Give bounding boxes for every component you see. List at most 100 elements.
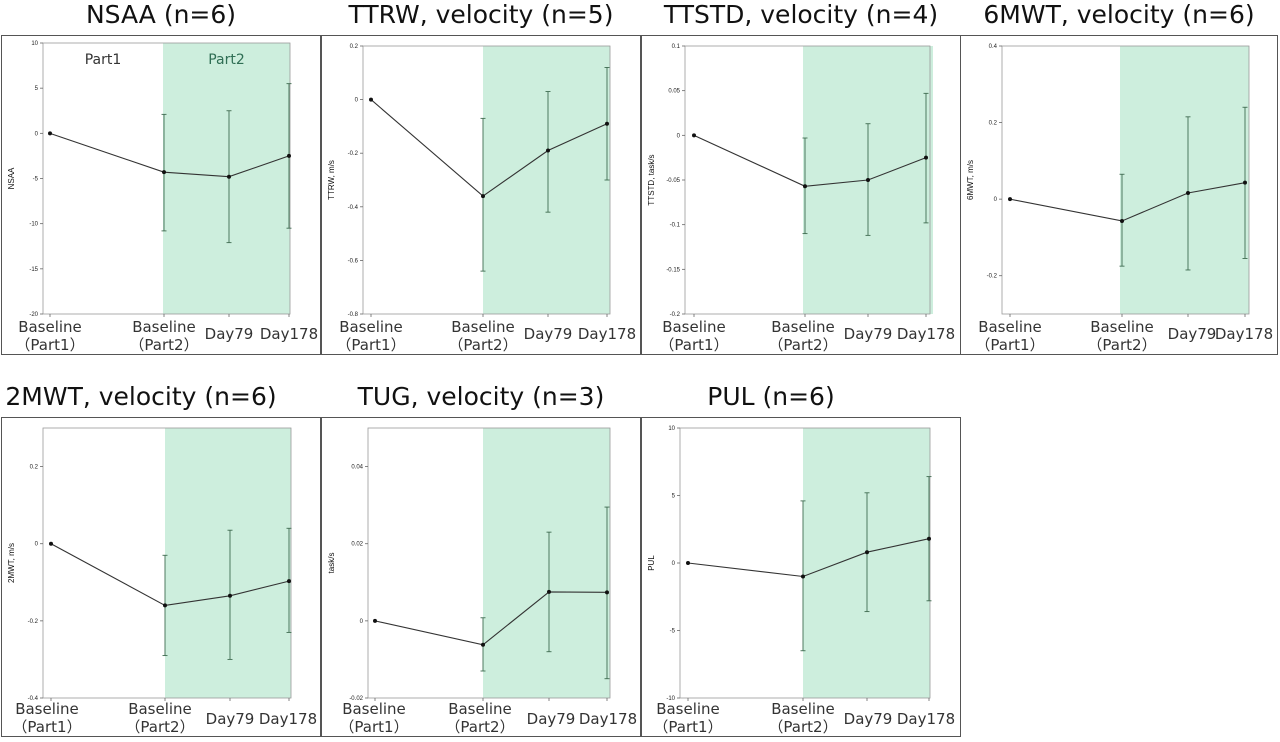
part2-shaded-region [163, 43, 290, 314]
y-tick-label: -10 [666, 696, 675, 702]
part2-label: Part2 [208, 52, 245, 68]
chart-title: PUL (n=6) [707, 382, 835, 411]
data-point [1120, 218, 1124, 223]
y-tick-label: 0 [677, 133, 681, 139]
y-tick-label: 0.2 [989, 121, 998, 127]
y-tick-label: -0.4 [28, 696, 39, 702]
chart-panel-2mwt: 2MWT, velocity (n=6) 0.2 0 -0.2 -0.4 2MWT, m… [0, 382, 322, 742]
series-line [49, 132, 290, 178]
plot-area-border [42, 427, 292, 699]
y-axis-label: 6MWT, m/s [966, 160, 975, 200]
chart-panel-ttrw: TTRW, velocity (n=5) 0.2 0 -0.2 -0.4 -0.6 -0.… [320, 0, 642, 356]
data-point [481, 642, 485, 647]
chart-svg: 0.1 0.05 0 -0.05 -0.1 -0.15 -0.2 TTSTD, task/s [647, 44, 933, 318]
x-tick-label: Baseline （Part2） [125, 700, 195, 736]
series-line [1009, 182, 1246, 222]
y-axis-label: TTSTD, task/s [647, 154, 656, 205]
y-tick-label: 0 [360, 619, 364, 625]
y-tick-label: 0.04 [351, 465, 363, 471]
x-tick-label: Baseline （Part1） [975, 318, 1045, 354]
x-tick-label: Day79 [205, 710, 255, 728]
data-point [605, 590, 609, 595]
data-point [605, 121, 609, 126]
x-tick-label: Day79 [526, 710, 576, 728]
x-tick-label: Day79 [843, 325, 893, 343]
x-tick-label: Day178 [258, 710, 318, 728]
x-tick-label: Day178 [1214, 325, 1274, 343]
chart-title: TTRW, velocity (n=5) [348, 0, 614, 29]
y-tick-label: -0.2 [28, 619, 39, 625]
plot-area-border [1001, 45, 1250, 315]
data-point [48, 131, 52, 136]
y-tick-label: 10 [668, 426, 675, 432]
data-point [801, 574, 805, 579]
y-axis-label: task/s [327, 553, 336, 574]
part2-shaded-region [483, 428, 610, 698]
x-tick-label: Baseline （Part1） [339, 700, 409, 736]
y-tick-label: 0.4 [989, 44, 998, 50]
data-point [162, 170, 166, 175]
x-tick-label: Day79 [843, 710, 893, 728]
x-tick-label: Baseline （Part2） [129, 318, 199, 354]
x-tick-label: Baseline （Part1） [653, 700, 723, 736]
y-tick-label: 0 [672, 561, 676, 567]
data-point [163, 603, 167, 608]
chart-title: 6MWT, velocity (n=6) [983, 0, 1255, 29]
data-point [866, 178, 870, 182]
data-point [287, 579, 291, 584]
chart-svg: 0.4 0.2 0 -0.2 6MWT, m/s [966, 44, 1250, 317]
y-axis-label: PUL [647, 555, 656, 571]
y-tick-label: -15 [29, 267, 38, 273]
x-tick-label: Baseline （Part2） [768, 318, 838, 354]
y-tick-label: -0.2 [987, 274, 998, 280]
data-point [686, 561, 690, 565]
y-tick-label: -0.1 [670, 223, 681, 229]
x-tick-label: Day178 [896, 710, 956, 728]
y-axis-label: 2MWT, m/s [7, 543, 16, 583]
y-tick-label: 0 [355, 98, 359, 104]
data-point [1186, 191, 1190, 196]
data-point [373, 618, 377, 623]
data-point [865, 550, 869, 555]
series-line [374, 591, 608, 646]
y-tick-label: -20 [29, 312, 38, 318]
x-tick-label: Day178 [577, 325, 637, 343]
y-tick-label: 0.1 [672, 44, 681, 50]
y-tick-label: -0.15 [666, 267, 680, 273]
chart-title: TUG, velocity (n=3) [357, 382, 605, 411]
data-point [692, 133, 696, 138]
x-tick-label: Day178 [259, 325, 319, 343]
chart-svg: 0.2 0 -0.2 -0.4 2MWT, m/s [7, 427, 292, 702]
y-tick-label: -0.02 [349, 696, 363, 702]
series-line [50, 543, 290, 606]
y-tick-label: -0.2 [670, 312, 681, 318]
y-tick-label: 0 [994, 197, 998, 203]
plot-area-border [367, 427, 611, 699]
data-point [49, 541, 53, 546]
data-point [1243, 180, 1247, 185]
y-tick-label: 0.2 [350, 44, 359, 50]
chart-panel-nsaa: NSAA (n=6) 10 5 0 -5 -10 -15 -20 NSAA Part1 Part2… [0, 0, 322, 356]
x-tick-label: Baseline （Part1） [12, 700, 82, 736]
y-tick-label: 0.05 [668, 89, 680, 95]
data-point [228, 593, 232, 598]
data-point [1008, 197, 1012, 202]
y-tick-label: -5 [670, 629, 676, 635]
x-tick-label: Baseline （Part2） [768, 700, 838, 736]
x-tick-label: Day178 [578, 710, 638, 728]
x-tick-label: Baseline （Part1） [659, 318, 729, 354]
data-point [227, 174, 231, 179]
part2-shaded-region [803, 428, 930, 698]
x-tick-label: Baseline （Part1） [336, 318, 406, 354]
y-tick-label: -5 [33, 177, 39, 183]
x-tick-label: Baseline （Part2） [445, 700, 515, 736]
data-point [546, 148, 550, 153]
y-tick-label: -0.6 [348, 258, 359, 264]
data-point [287, 153, 291, 158]
series-line [370, 99, 608, 197]
series-line [693, 134, 927, 187]
chart-title: NSAA (n=6) [85, 0, 237, 29]
x-tick-label: Day79 [204, 325, 254, 343]
data-point [369, 97, 373, 102]
y-tick-label: -10 [29, 222, 38, 228]
